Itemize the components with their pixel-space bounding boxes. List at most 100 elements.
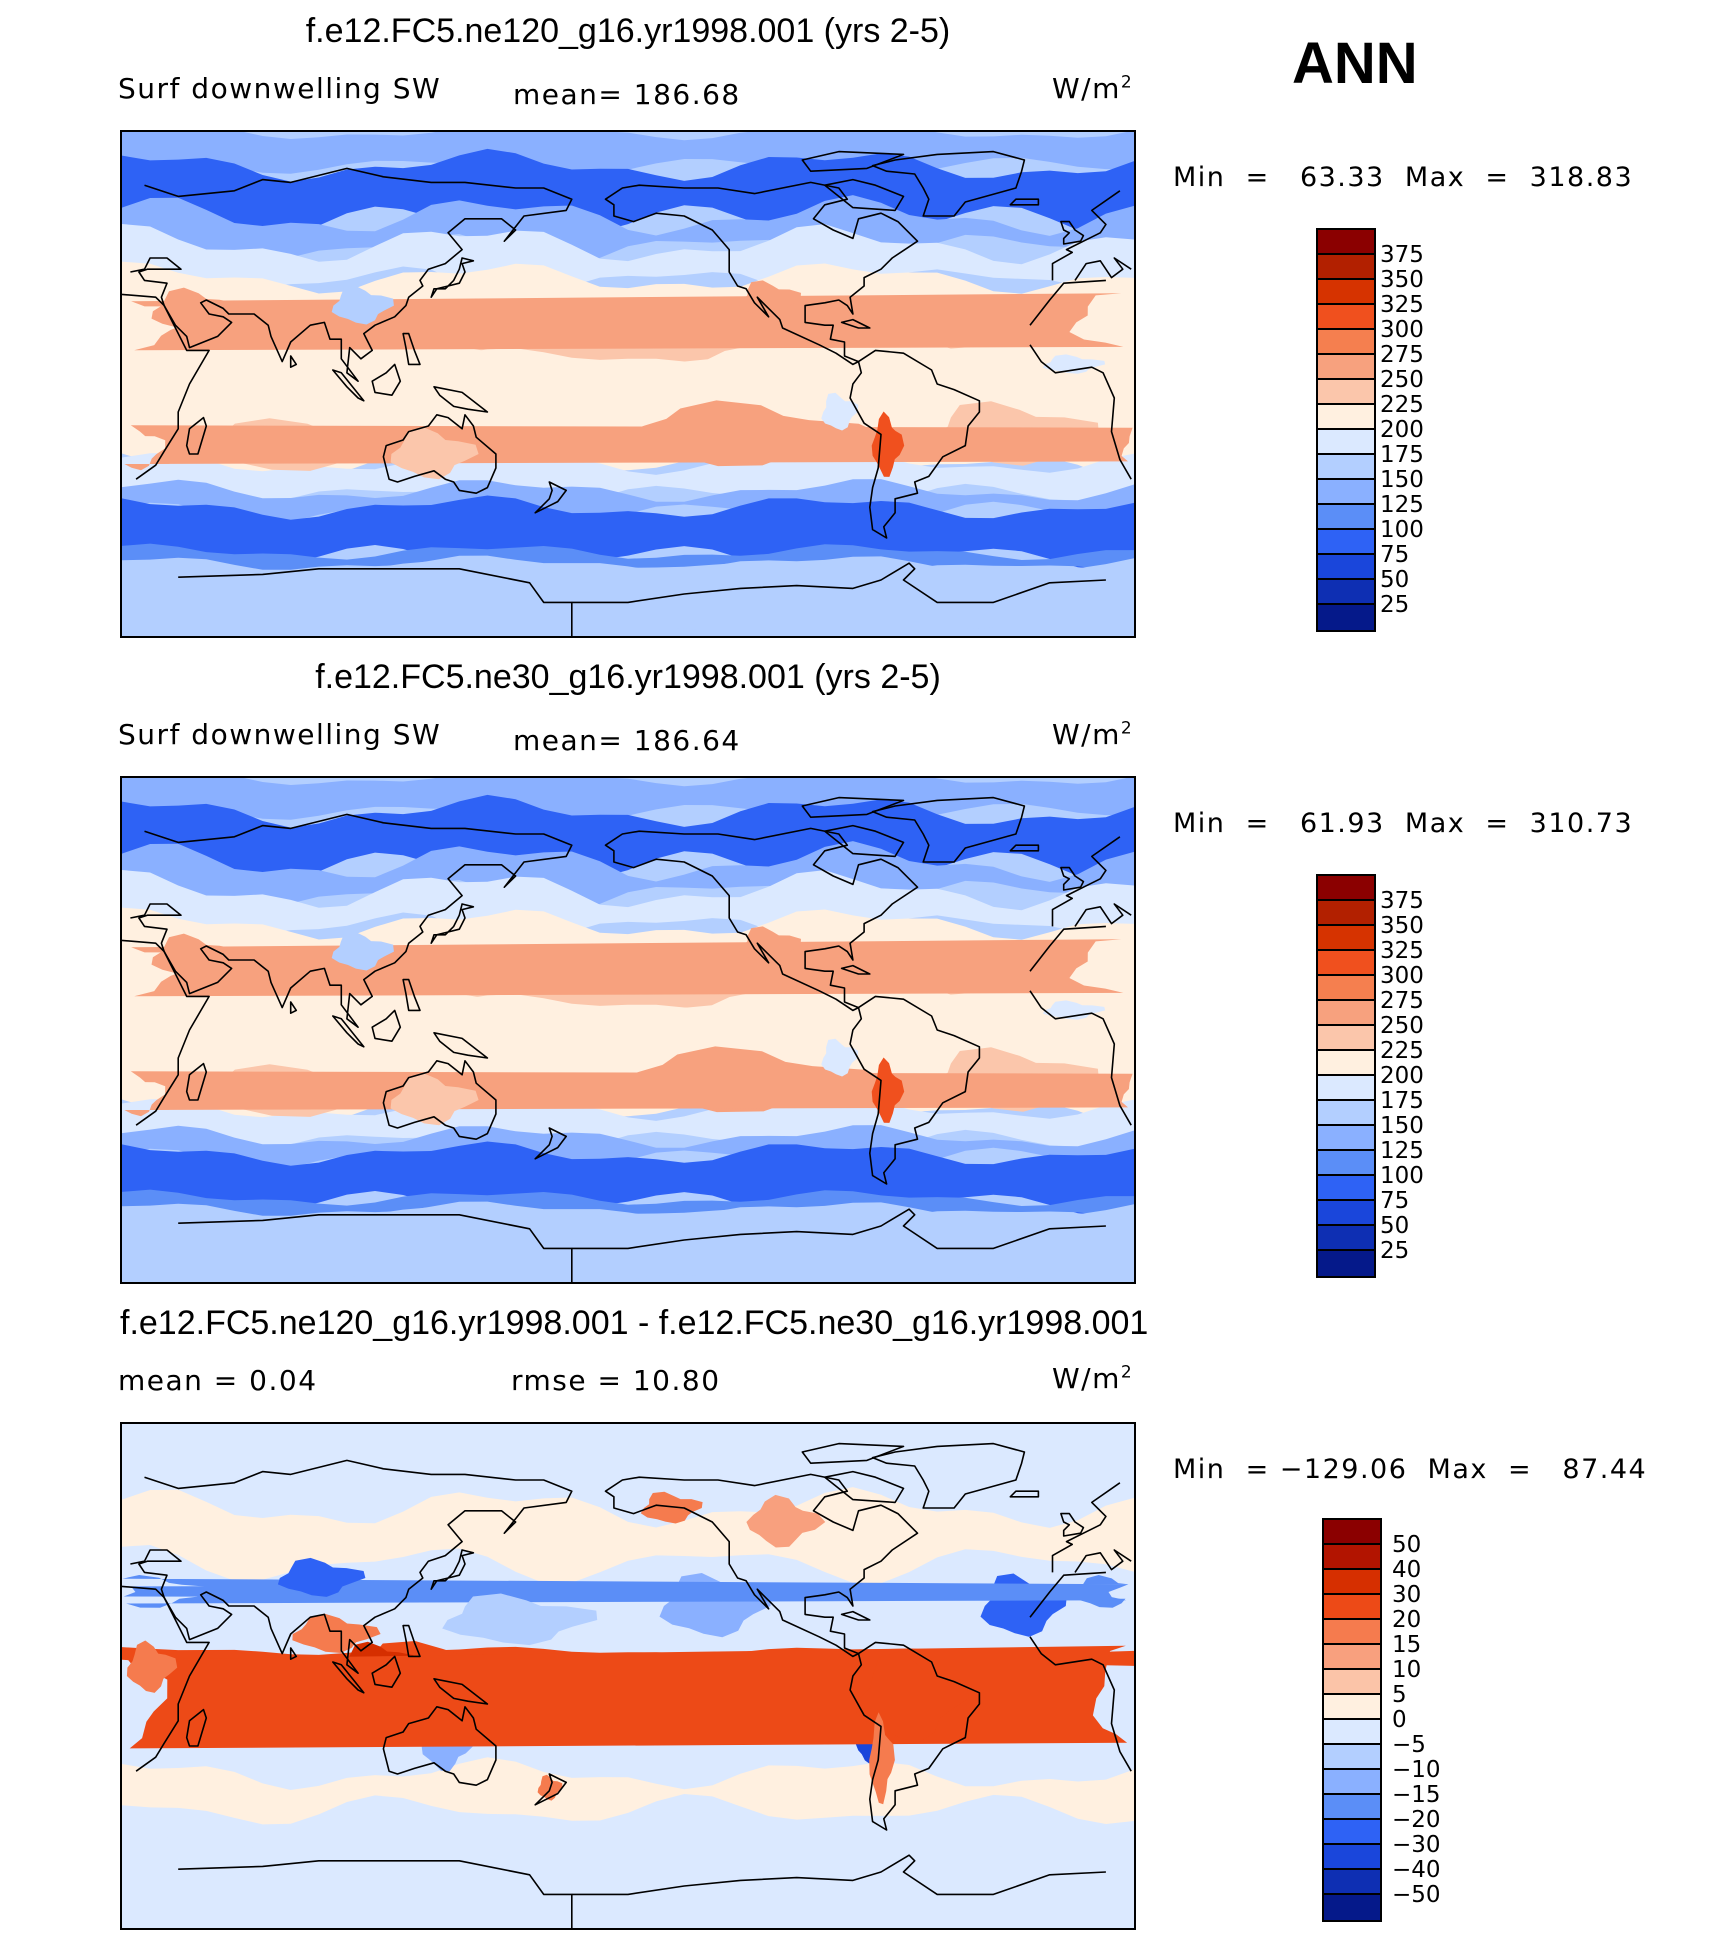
mean-label: mean = 0.04 <box>118 1364 318 1397</box>
coastline-madagascar <box>185 1062 208 1101</box>
colorbar <box>1316 874 1376 1278</box>
units-label: W/m2 <box>1052 718 1134 751</box>
contour-blob <box>277 1557 366 1597</box>
coastline-sumatra <box>332 1661 365 1694</box>
colorbar-swatch <box>1318 1051 1374 1076</box>
coastline-australia <box>382 1706 497 1786</box>
colorbar-swatch <box>1318 976 1374 1001</box>
colorbar-swatch <box>1324 1570 1380 1595</box>
coastline-iceland <box>1009 198 1040 206</box>
coastline-srilanka <box>289 1001 298 1014</box>
variable-label: Surf downwelling SW <box>118 72 442 105</box>
colorbar-tick-label: −40 <box>1392 1857 1441 1883</box>
colorbar-swatch <box>1318 505 1374 530</box>
contour-blob <box>292 1613 381 1653</box>
units-label: W/m2 <box>1052 1362 1134 1395</box>
coastline-eurasia <box>1051 836 1121 927</box>
colorbar-swatch <box>1318 876 1374 901</box>
coastline-philippines <box>402 978 421 1012</box>
coastlines <box>122 1442 1132 1928</box>
contour-blob <box>442 1593 598 1646</box>
coastline-samerica <box>849 1641 981 1831</box>
min-max-label: Min = 63.33 Max = 318.83 <box>1173 162 1634 193</box>
coastline-greenland <box>871 150 1026 217</box>
colorbar-swatch <box>1324 1770 1380 1795</box>
coastline-srilanka <box>289 355 298 368</box>
contour-blob <box>739 280 801 319</box>
colorbar-tick-label: 30 <box>1392 1582 1422 1608</box>
rmse-label: rmse = 10.80 <box>511 1364 721 1397</box>
coastline-japan <box>430 257 475 298</box>
coastline-uk <box>1060 866 1085 891</box>
coastline-philippines <box>402 1624 421 1658</box>
contour-band <box>122 1836 1134 1928</box>
coastline-baffin <box>824 824 905 858</box>
contour-band <box>122 994 1134 1027</box>
coastline-eurasia <box>130 813 573 1028</box>
colorbar-tick-label: 275 <box>1380 988 1424 1014</box>
colorbar-swatch <box>1318 605 1374 630</box>
contour-blob <box>871 1057 905 1123</box>
coastlines <box>122 796 1132 1282</box>
coastline-japan <box>430 1549 475 1590</box>
colorbar-tick-label: 375 <box>1380 888 1424 914</box>
colorbar-swatch <box>1324 1745 1380 1770</box>
colorbar-swatch <box>1324 1720 1380 1745</box>
coastline-madagascar <box>185 416 208 455</box>
colorbar-swatch <box>1318 455 1374 480</box>
colorbar-swatch <box>1318 580 1374 605</box>
coastline-antarctica <box>178 1214 573 1282</box>
contour-blob <box>390 1072 479 1126</box>
coastline-nz <box>534 1127 567 1160</box>
colorbar-tick-label: −30 <box>1392 1832 1441 1858</box>
colorbar-swatch <box>1324 1620 1380 1645</box>
min-max-label: Min = −129.06 Max = 87.44 <box>1173 1454 1648 1485</box>
colorbar-swatch <box>1324 1870 1380 1895</box>
colorbar-swatch <box>1324 1895 1380 1920</box>
colorbar-tick-label: 10 <box>1392 1657 1422 1683</box>
contour-blob <box>821 392 859 431</box>
colorbar-swatch <box>1318 1026 1374 1051</box>
coastline-antarctica <box>571 562 1106 604</box>
coastlines <box>122 150 1132 636</box>
contour-band <box>122 1201 1134 1282</box>
coastline-eurasia <box>1074 257 1132 281</box>
contour-blob <box>856 1651 969 1743</box>
mean-label: mean= 186.64 <box>513 724 741 757</box>
colorbar-swatch <box>1324 1645 1380 1670</box>
coastline-cuba <box>840 318 871 329</box>
colorbar-swatch <box>1324 1670 1380 1695</box>
coastline-cuba <box>840 964 871 975</box>
colorbar-tick-label: 375 <box>1380 242 1424 268</box>
colorbar-tick-label: 250 <box>1380 1013 1424 1039</box>
contour-blob <box>122 1575 1129 1608</box>
coastline-cuba <box>840 1610 871 1621</box>
coastline-iceland <box>1009 844 1040 852</box>
coastline-antarctica <box>571 1854 1106 1896</box>
colorbar-swatch <box>1318 355 1374 380</box>
coastline-greenland <box>871 1442 1026 1509</box>
contour-blob <box>871 411 905 477</box>
coastline-uk <box>1060 220 1085 245</box>
colorbar-swatch <box>1324 1520 1380 1545</box>
coastline-borneo <box>371 1655 402 1688</box>
map-ne120 <box>120 130 1136 638</box>
panel-title: f.e12.FC5.ne30_g16.yr1998.001 (yrs 2-5) <box>315 658 941 696</box>
coastline-baffin <box>824 178 905 212</box>
coastline-africa <box>1029 990 1132 1126</box>
colorbar-tick-label: 350 <box>1380 913 1424 939</box>
colorbar-tick-label: 175 <box>1380 442 1424 468</box>
coastline-africa <box>122 293 210 480</box>
colorbar-swatch <box>1318 1101 1374 1126</box>
contour-blob <box>1042 354 1106 374</box>
colorbar-swatch <box>1324 1845 1380 1870</box>
coastline-eurasia <box>1074 1549 1132 1573</box>
coastline-australia <box>382 1060 497 1140</box>
coastline-sumatra <box>332 1015 365 1048</box>
coastline-ellesmere <box>801 150 905 172</box>
coastline-africa <box>1029 1636 1132 1772</box>
colorbar-swatch <box>1324 1595 1380 1620</box>
colorbar-swatch <box>1318 901 1374 926</box>
colorbar-tick-label: 175 <box>1380 1088 1424 1114</box>
colorbar-swatch <box>1324 1695 1380 1720</box>
